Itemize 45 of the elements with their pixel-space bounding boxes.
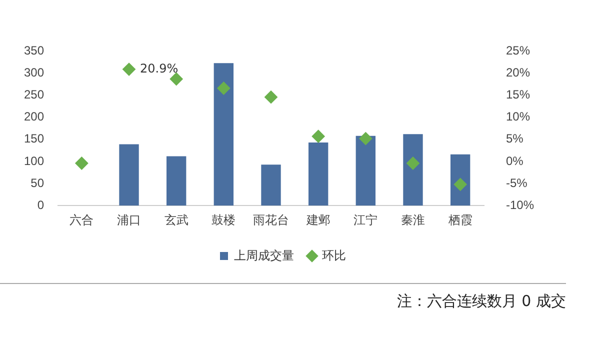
y-tick-label: 150 [24,132,44,146]
x-tick-label: 建邺 [305,213,330,228]
bar [403,134,423,206]
y2-tick-label: 15% [506,88,530,102]
y-tick-label: 200 [24,110,44,124]
bar [450,154,470,206]
x-tick-label: 秦淮 [400,213,425,228]
point [122,62,136,76]
point [359,132,372,146]
y2-tick-label: 5% [506,132,524,146]
point [170,72,183,86]
y-tick-label: 300 [24,66,44,80]
y-tick-label: 250 [24,88,44,102]
y2-tick-label: -10% [506,198,534,212]
bar [356,136,376,206]
point [217,82,230,95]
y-tick-label: 0 [37,198,44,212]
x-tick-label: 雨花台 [253,213,290,228]
y2-tick-label: 25% [506,44,530,58]
x-tick-label: 鼓楼 [212,213,236,228]
point [406,156,420,170]
y2-tick-label: 0% [506,154,524,168]
text: 注：六合连续数月 0 成交 [396,292,566,311]
legend-label: 环比 [322,248,346,262]
point [264,90,278,104]
legend-label: 上周成交量 [234,248,294,262]
point [312,130,325,143]
y-tick-label: 350 [24,44,44,58]
point [75,156,88,170]
x-tick-label: 六合 [70,213,94,228]
data-label: 20.9% [140,61,178,76]
bar [308,142,328,206]
x-tick-label: 栖霞 [447,213,472,228]
x-tick-label: 玄武 [164,213,188,228]
bar [214,63,234,206]
bar [119,144,139,206]
y2-tick-label: -5% [506,176,528,190]
y-tick-label: 100 [24,154,44,168]
y-tick-label: 50 [30,176,44,190]
y2-tick-label: 20% [506,66,530,80]
bar [166,156,186,206]
bar [261,164,281,206]
y2-tick-label: 10% [506,110,530,124]
x-tick-label: 江宁 [354,213,378,228]
x-tick-label: 浦口 [117,213,142,228]
